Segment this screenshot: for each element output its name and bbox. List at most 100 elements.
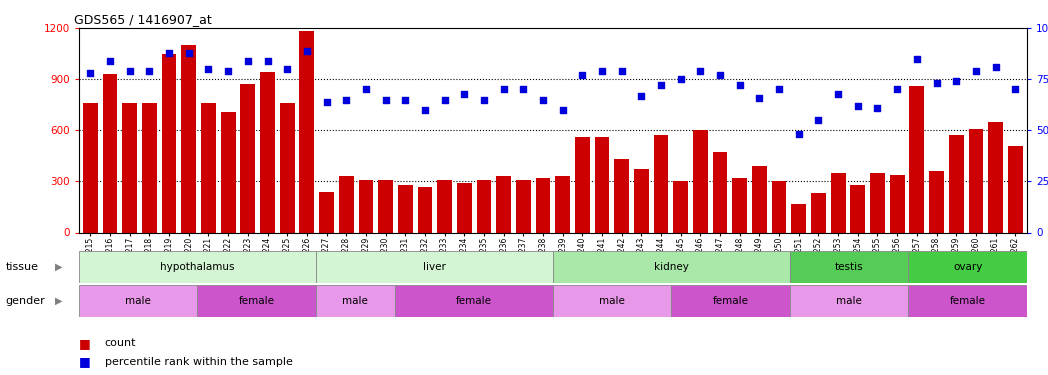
Text: GDS565 / 1416907_at: GDS565 / 1416907_at — [73, 13, 212, 26]
Point — [436, 97, 453, 103]
Point — [947, 78, 964, 84]
Point — [337, 97, 354, 103]
Point — [613, 68, 630, 74]
Bar — [358, 180, 373, 232]
Point — [319, 99, 335, 105]
Bar — [300, 31, 314, 232]
Point — [889, 87, 905, 93]
Bar — [378, 180, 393, 232]
Point — [279, 66, 296, 72]
Bar — [909, 251, 1027, 283]
Bar — [143, 103, 157, 232]
Point — [357, 87, 374, 93]
Bar — [575, 137, 590, 232]
Point — [751, 94, 768, 100]
Text: kidney: kidney — [654, 262, 689, 272]
Text: female: female — [713, 296, 748, 306]
Text: ▶: ▶ — [54, 262, 62, 272]
Point — [673, 76, 690, 82]
Bar — [197, 285, 315, 317]
Point — [869, 105, 886, 111]
Text: testis: testis — [835, 262, 864, 272]
Point — [712, 72, 728, 78]
Bar — [791, 204, 806, 232]
Bar — [672, 285, 790, 317]
Bar — [395, 285, 553, 317]
Bar — [948, 135, 963, 232]
Point — [909, 56, 925, 62]
Bar — [437, 180, 452, 232]
Bar — [123, 103, 137, 232]
Point — [732, 82, 748, 88]
Point — [692, 68, 708, 74]
Point — [397, 97, 414, 103]
Bar — [693, 130, 707, 232]
Point — [987, 64, 1004, 70]
Bar — [240, 84, 256, 232]
Bar — [398, 185, 413, 232]
Bar — [594, 137, 609, 232]
Bar — [315, 285, 395, 317]
Text: male: male — [343, 296, 368, 306]
Point — [141, 68, 158, 74]
Point — [496, 87, 512, 93]
Text: tissue: tissue — [5, 262, 38, 272]
Point — [574, 72, 591, 78]
Point — [456, 90, 473, 96]
Bar — [315, 251, 553, 283]
Text: male: male — [836, 296, 863, 306]
Point — [122, 68, 138, 74]
Text: female: female — [456, 296, 492, 306]
Text: count: count — [105, 338, 136, 348]
Bar — [654, 135, 669, 232]
Point — [377, 97, 394, 103]
Text: male: male — [125, 296, 151, 306]
Bar — [477, 180, 492, 232]
Bar — [79, 251, 315, 283]
Text: male: male — [599, 296, 625, 306]
Bar — [103, 74, 117, 232]
Point — [102, 58, 118, 64]
Bar — [555, 176, 570, 232]
Bar — [988, 122, 1003, 232]
Text: female: female — [239, 296, 275, 306]
Point — [1007, 87, 1024, 93]
Point — [633, 93, 650, 99]
Point — [160, 50, 177, 55]
Point — [810, 117, 827, 123]
Bar — [968, 129, 983, 232]
Bar — [260, 72, 275, 232]
Bar — [790, 285, 909, 317]
Point — [239, 58, 256, 64]
Bar — [1008, 146, 1023, 232]
Point — [967, 68, 984, 74]
Point — [830, 90, 847, 96]
Bar — [553, 285, 672, 317]
Point — [850, 103, 867, 109]
Bar — [752, 166, 767, 232]
Point — [200, 66, 217, 72]
Bar — [553, 251, 790, 283]
Text: hypothalamus: hypothalamus — [160, 262, 235, 272]
Point — [653, 82, 670, 88]
Point — [299, 48, 315, 54]
Bar — [790, 251, 909, 283]
Bar — [161, 54, 176, 232]
Bar — [930, 171, 944, 232]
Point — [770, 87, 787, 93]
Bar — [79, 285, 197, 317]
Bar — [320, 192, 334, 232]
Bar — [831, 173, 846, 232]
Bar — [674, 182, 689, 232]
Text: female: female — [949, 296, 986, 306]
Bar — [909, 285, 1027, 317]
Point — [82, 70, 99, 76]
Bar — [890, 175, 904, 232]
Point — [259, 58, 276, 64]
Text: percentile rank within the sample: percentile rank within the sample — [105, 357, 292, 367]
Bar — [634, 170, 649, 232]
Bar — [850, 185, 866, 232]
Bar — [536, 178, 550, 232]
Point — [220, 68, 237, 74]
Point — [554, 107, 571, 113]
